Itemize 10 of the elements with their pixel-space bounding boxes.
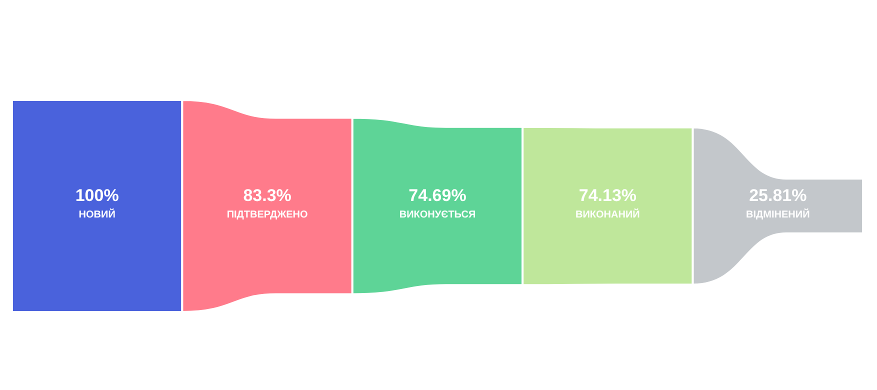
data-label: 74.13%: [578, 186, 637, 205]
category-label: ВИКОНУЄТЬСЯ: [399, 210, 476, 220]
category-label: НОВИЙ: [78, 208, 116, 220]
data-label: 83.3%: [243, 186, 292, 205]
category-label: ВІДМІНЕНИЙ: [746, 208, 810, 220]
category-label: ПІДТВЕРДЖЕНО: [226, 210, 308, 220]
category-label: ВИКОНАНИЙ: [576, 208, 640, 220]
data-label: 100%: [75, 186, 119, 205]
data-label: 74.69%: [408, 186, 466, 205]
data-label: 25.81%: [749, 186, 807, 205]
